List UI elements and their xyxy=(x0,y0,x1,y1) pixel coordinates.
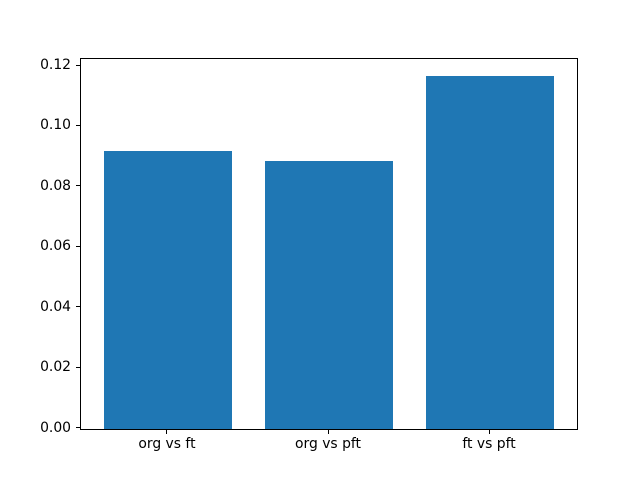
y-tick-mark xyxy=(76,427,80,428)
plot-area xyxy=(80,57,578,430)
y-tick-label: 0.04 xyxy=(40,298,71,315)
y-tick-mark xyxy=(76,64,80,66)
x-tick-label: ft vs pft xyxy=(462,435,516,452)
y-tick-label: 0.02 xyxy=(40,359,71,376)
y-tick-label: 0.10 xyxy=(40,117,71,134)
x-tick-mark xyxy=(166,429,168,434)
y-tick-label: 0.08 xyxy=(40,177,71,194)
y-tick-mark xyxy=(76,245,80,247)
y-tick-label: 0.00 xyxy=(40,419,71,436)
x-tick-mark xyxy=(488,429,490,434)
y-tick-mark xyxy=(76,366,80,368)
bar-org-vs-ft xyxy=(103,150,233,429)
y-tick-mark xyxy=(76,124,80,126)
bar-ft-vs-pft xyxy=(425,76,555,429)
y-tick-mark xyxy=(76,185,80,187)
y-tick-label: 0.06 xyxy=(40,238,71,255)
x-tick-mark xyxy=(327,429,329,434)
x-tick-label: org vs pft xyxy=(295,435,361,452)
bar-org-vs-pft xyxy=(264,161,394,429)
y-tick-mark xyxy=(76,306,80,308)
x-tick-label: org vs ft xyxy=(138,435,196,452)
y-tick-label: 0.12 xyxy=(40,57,71,74)
